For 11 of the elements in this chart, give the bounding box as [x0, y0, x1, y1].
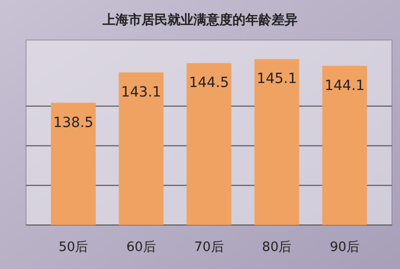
x-tick-label: 70后 [194, 240, 224, 255]
data-label: 138.5 [53, 114, 94, 131]
data-label: 144.5 [188, 75, 230, 92]
chart-title: 上海市居民就业满意度的年龄差异 [102, 12, 298, 28]
data-label: 143.1 [121, 84, 162, 100]
x-tick-label: 90后 [330, 240, 360, 255]
data-label: 145.1 [256, 71, 297, 88]
x-tick-label: 80后 [262, 240, 292, 255]
data-label: 144.1 [324, 78, 365, 94]
x-tick-label: 50后 [58, 240, 88, 255]
x-tick-label: 60后 [126, 240, 156, 255]
